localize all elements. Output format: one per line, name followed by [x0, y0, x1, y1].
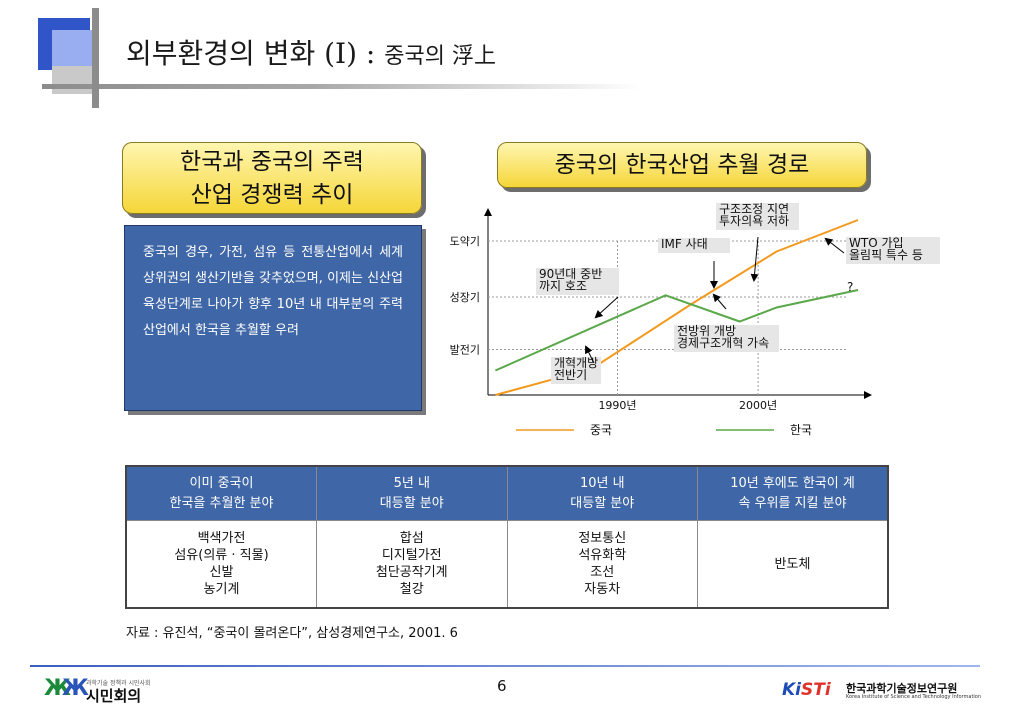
- chart-y-level-label: 성장기: [450, 291, 480, 304]
- header-line: 대등할 분야: [379, 495, 444, 511]
- footer-rule: [30, 665, 980, 667]
- chart-annotation-text: 까지 호조: [539, 279, 587, 293]
- chart-y-level-label: 발전기: [450, 344, 480, 357]
- cell-item: 정보통신: [578, 531, 627, 546]
- chart-x-tick-label: 2000년: [739, 399, 777, 412]
- chart-annotation-text: 전반기: [554, 368, 587, 382]
- slide-title-main: 외부환경의 변화 (I) :: [126, 37, 376, 70]
- header-rule: [42, 84, 642, 89]
- chart-legend-label: 중국: [590, 423, 612, 437]
- chart-annotation-text: 올림픽 특수 등: [849, 248, 923, 262]
- cell-item: 디지털가전: [381, 548, 442, 563]
- chart-annotation-text: WTO 가입: [849, 236, 904, 250]
- chart-annotation-box: [674, 325, 779, 352]
- chart-annotation-arrow: [750, 236, 759, 282]
- header-line: 대등할 분야: [570, 495, 635, 511]
- header-line: 10년 후에도 한국이 계: [730, 475, 855, 491]
- chart-annotation-arrow: [594, 296, 619, 319]
- chart-annotation-text: 경제구조개혁 가속: [677, 336, 769, 350]
- chart-series-line: [494, 289, 859, 372]
- header-line: 5년 내: [393, 475, 430, 491]
- cell-item: 석유화학: [578, 548, 627, 563]
- header-decoration-square-light: [52, 30, 92, 68]
- header-line: 10년 내: [579, 475, 625, 491]
- header-line: 속 우위를 지킬 분야: [738, 495, 847, 511]
- kisti-logo: KiSTi 한국과학기술정보연구원 Korea Institute of Sci…: [782, 680, 982, 706]
- logo-figure-icon: Ж: [62, 676, 89, 701]
- header-line: 한국을 추월한 분야: [169, 495, 274, 511]
- kisti-brand-a: Ki: [782, 680, 802, 700]
- cell-item: 첨단공작기계: [375, 565, 448, 580]
- cell-item: 자동차: [584, 582, 621, 597]
- chart-annotation-text: 구조조정 지연: [719, 202, 789, 216]
- source-citation: 자료 : 유진석, “중국이 몰려온다”, 삼성경제연구소, 2001. 6: [126, 626, 458, 641]
- slide-title: 외부환경의 변화 (I) : 중국의 浮上: [126, 32, 496, 72]
- logo-name: 시민회의: [86, 687, 142, 705]
- header-decoration-square-gray: [52, 66, 92, 94]
- table-cell: 백색가전 섬유(의류 · 직물) 신발 농기계: [125, 520, 317, 609]
- kisti-korean-name: 한국과학기술정보연구원: [846, 682, 958, 695]
- left-section-header-line2: 산업 경쟁력 추이: [190, 182, 354, 208]
- chart-annotation-text: 전방위 개방: [677, 324, 736, 338]
- kisti-brand: KiSTi: [782, 680, 831, 700]
- industry-comparison-table: 이미 중국이 한국을 추월한 분야 5년 내 대등할 분야 10년 내 대등할 분야 …: [125, 465, 889, 609]
- chart-annotation-box: [551, 357, 601, 384]
- left-section-header: 한국과 중국의 주력 산업 경쟁력 추이: [122, 142, 422, 214]
- table-header-row: 이미 중국이 한국을 추월한 분야 5년 내 대등할 분야 10년 내 대등할 분야 …: [125, 465, 889, 521]
- cell-item: 신발: [209, 565, 234, 580]
- table-row: 백색가전 섬유(의류 · 직물) 신발 농기계 합섬 디지털가전 첨단공작기계 …: [125, 520, 889, 609]
- cell-item: 백색가전: [197, 531, 246, 546]
- logo-tagline: 과학기술 정책과 시민사회: [86, 680, 151, 687]
- chart-annotation-box: [536, 268, 619, 295]
- cell-item: 섬유(의류 · 직물): [174, 548, 269, 563]
- table-cell: 반도체: [697, 520, 889, 609]
- right-section-header: 중국의 한국산업 추월 경로: [497, 142, 867, 188]
- slide-title-sub: 중국의 浮上: [384, 44, 496, 69]
- chart-annotation-text: 90년대 중반: [539, 267, 602, 281]
- chart-x-tick-label: 1990년: [598, 399, 636, 412]
- citizens-council-logo: Ж Ж 과학기술 정책과 시민사회 시민회의: [44, 676, 164, 706]
- table-cell: 합섬 디지털가전 첨단공작기계 철강: [316, 520, 508, 609]
- chart-annotation-text: IMF 사태: [661, 237, 708, 251]
- chart-annotation-box: [716, 203, 799, 230]
- cell-item: 반도체: [774, 556, 811, 572]
- chart-annotation-box: [846, 237, 940, 264]
- chart-annotation-text: 개혁개방: [554, 356, 598, 370]
- chart-annotation-arrow: [712, 293, 727, 310]
- page-number: 6: [497, 677, 507, 695]
- chart-legend-label: 한국: [790, 423, 812, 437]
- logo-figure-icon: Ж: [44, 676, 71, 701]
- table-cell: 정보통신 석유화학 조선 자동차: [506, 520, 698, 609]
- cell-item: 조선: [590, 565, 615, 580]
- chart-y-level-label: 도약기: [450, 234, 480, 248]
- cell-item: 합섬: [399, 531, 424, 546]
- summary-text-box: 중국의 경우, 가전, 섬유 등 전통산업에서 세계 상위권의 생산기반을 갖추…: [124, 225, 422, 411]
- cell-item: 철강: [399, 582, 424, 597]
- chart-annotation-arrow: [585, 345, 595, 364]
- chart-annotation-arrow: [824, 237, 845, 254]
- kisti-english-name: Korea Institute of Science and Technolog…: [846, 694, 982, 700]
- chart-annotation-box: [658, 238, 730, 253]
- chart-annotation-text: 투자의욕 저하: [719, 214, 789, 228]
- header-vertical-rule: [92, 8, 99, 108]
- header-line: 이미 중국이: [189, 475, 254, 491]
- left-section-header-line1: 한국과 중국의 주력: [180, 149, 364, 175]
- chart-annotation-text: ?: [847, 280, 853, 294]
- kisti-brand-b: STi: [801, 680, 831, 700]
- cell-item: 농기계: [203, 582, 240, 597]
